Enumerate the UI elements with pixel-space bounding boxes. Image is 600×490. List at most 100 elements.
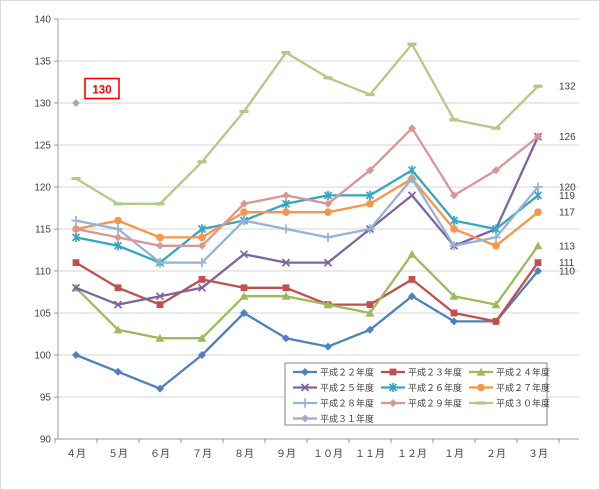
x-axis-label: １２月 — [397, 448, 427, 460]
marker-diamond — [72, 225, 80, 233]
marker-plus — [197, 258, 207, 268]
marker-x — [281, 258, 291, 267]
y-axis-label: 140 — [34, 15, 51, 26]
marker-triangle — [239, 291, 249, 300]
y-axis-label: 115 — [35, 225, 51, 236]
marker-diamond — [450, 191, 458, 200]
series-line — [75, 245, 539, 340]
series-line — [75, 177, 539, 247]
x-axis-label: ６月 — [150, 448, 170, 460]
legend-item-平成３０年度: 平成３０年度 — [469, 398, 550, 409]
x-axis-label: ５月 — [108, 448, 128, 460]
marker-circle — [450, 225, 458, 233]
y-axis-label: 90 — [40, 435, 52, 446]
legend-label: 平成３０年度 — [496, 398, 550, 409]
legend-label: 平成３１年度 — [320, 413, 374, 424]
x-axis-label: １月 — [444, 448, 464, 460]
marker-diamond — [301, 368, 309, 376]
marker-dash — [491, 126, 501, 130]
end-value-label: 111 — [559, 258, 575, 269]
marker-square — [114, 284, 122, 292]
marker-circle — [282, 208, 290, 216]
marker-dash — [365, 93, 375, 97]
marker-diamond — [408, 124, 416, 133]
legend-label: 平成２９年度 — [408, 398, 462, 409]
marker-diamond — [72, 99, 80, 107]
marker-diamond — [366, 166, 374, 175]
marker-diamond — [198, 241, 206, 250]
y-axis-label: 120 — [34, 183, 51, 194]
end-value-label: 120 — [559, 183, 576, 194]
marker-diamond — [156, 384, 164, 393]
series-平成２９年度 — [72, 124, 542, 250]
marker-triangle — [281, 291, 291, 300]
marker-diamond — [282, 334, 290, 343]
marker-triangle — [407, 249, 417, 258]
marker-square — [282, 284, 290, 292]
legend-item-平成２８年度: 平成２８年度 — [293, 398, 374, 409]
series-line — [75, 127, 539, 247]
marker-plus — [449, 241, 459, 251]
legend-item-平成２９年度: 平成２９年度 — [381, 398, 462, 409]
marker-plus — [407, 174, 417, 184]
marker-diamond — [114, 367, 122, 376]
marker-triangle — [449, 291, 459, 300]
marker-dash — [281, 51, 291, 55]
marker-square — [534, 259, 542, 266]
legend-item-平成３１年度: 平成３１年度 — [293, 413, 374, 424]
end-value-label: 119 — [559, 191, 575, 202]
annotation-text: 130 — [92, 85, 111, 97]
marker-diamond — [240, 199, 248, 208]
y-axis-label: 130 — [34, 99, 51, 110]
marker-circle — [477, 383, 485, 392]
marker-plus — [323, 232, 333, 242]
marker-dash — [323, 76, 333, 80]
marker-diamond — [450, 317, 458, 326]
marker-circle — [240, 208, 248, 216]
y-axis-label: 125 — [34, 141, 51, 152]
marker-diamond — [492, 166, 500, 175]
marker-diamond — [282, 191, 290, 200]
marker-diamond — [534, 132, 542, 141]
legend-label: 平成２３年度 — [408, 367, 462, 378]
marker-square — [450, 309, 458, 317]
marker-triangle — [155, 333, 165, 342]
marker-diamond — [114, 233, 122, 242]
marker-circle — [114, 216, 122, 225]
marker-circle — [324, 208, 332, 216]
marker-diamond — [240, 309, 248, 317]
marker-plus — [300, 398, 310, 408]
y-axis-label: 95 — [40, 393, 52, 404]
legend-label: 平成２７年度 — [496, 382, 550, 393]
marker-diamond — [198, 351, 206, 359]
legend-item-平成２４年度: 平成２４年度 — [469, 367, 550, 378]
marker-diamond — [156, 241, 164, 250]
series-平成２３年度 — [72, 259, 542, 325]
legend-item-平成２５年度: 平成２５年度 — [293, 382, 374, 393]
marker-triangle — [197, 333, 207, 342]
series-平成２５年度 — [71, 132, 543, 309]
marker-circle — [366, 200, 374, 208]
marker-circle — [198, 233, 206, 242]
end-value-label: 117 — [559, 208, 575, 219]
marker-plus — [365, 224, 375, 234]
annotation-box-130: 130 — [84, 77, 120, 100]
x-axis-label: ２月 — [486, 448, 506, 460]
marker-x — [113, 300, 123, 309]
series-平成３１年度 — [72, 99, 80, 107]
marker-diamond — [301, 414, 309, 423]
marker-triangle — [533, 241, 543, 250]
marker-x — [323, 258, 333, 267]
x-axis-label: ８月 — [234, 448, 254, 460]
marker-dash — [407, 42, 417, 46]
marker-x — [239, 250, 249, 259]
series-平成２６年度 — [71, 165, 543, 268]
x-axis-label: ４月 — [66, 448, 86, 460]
series-平成２７年度 — [72, 174, 542, 250]
end-value-label: 132 — [559, 82, 576, 93]
marker-dash — [197, 160, 207, 164]
marker-dash — [449, 118, 459, 122]
marker-triangle — [113, 325, 123, 334]
